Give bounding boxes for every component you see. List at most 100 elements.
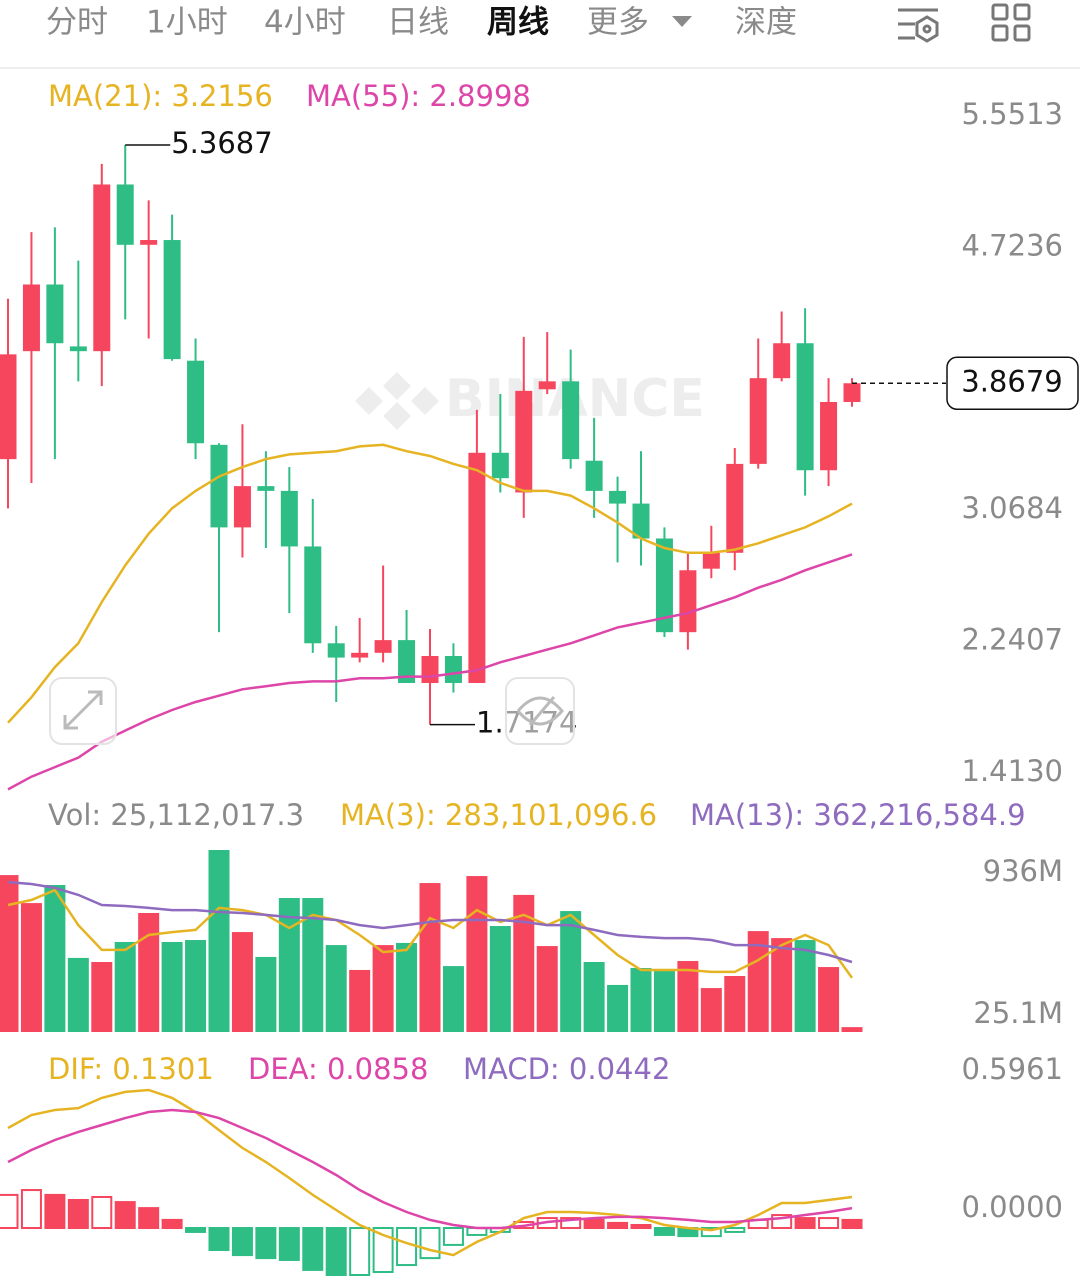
candle-body [140, 240, 158, 245]
macd-bar [231, 1227, 253, 1257]
tab-bar: 分时 1小时 4小时 日线 周线 更多 深度 [46, 5, 797, 41]
macd-bar [560, 1217, 582, 1230]
macd-bar [325, 1227, 347, 1277]
volume-bar [161, 941, 183, 1032]
volume-bar [653, 969, 675, 1032]
macd-bar [583, 1218, 605, 1230]
macd-bar [700, 1227, 722, 1238]
candle-body [820, 401, 838, 471]
macd-bar [630, 1224, 652, 1230]
legend-item: DIF: 0.1301 [48, 1052, 214, 1086]
volume-bar [607, 984, 629, 1032]
tab[interactable]: 周线 [487, 5, 549, 41]
volume-bar [91, 962, 113, 1032]
volume-bar [231, 932, 253, 1032]
legend-item: DEA: 0.0858 [248, 1052, 428, 1086]
volume-bar [396, 942, 418, 1032]
volume-bar [489, 926, 511, 1032]
candle-body [562, 381, 580, 460]
candle-body [444, 655, 462, 683]
eye-off-icon [516, 696, 564, 726]
candle-body [351, 652, 369, 658]
volume-bar [325, 945, 347, 1032]
macd-bar [161, 1218, 183, 1230]
candle-body [163, 240, 181, 360]
y-tick-label: 936M [983, 854, 1063, 888]
macd-bar [372, 1227, 394, 1273]
volume-bar [583, 962, 605, 1032]
legend-item: MA(13): 362,216,584.9 [690, 798, 1026, 832]
volume-bar [560, 911, 582, 1032]
layout-icon[interactable] [991, 3, 1031, 42]
volume-bar [724, 976, 746, 1032]
macd-bar [138, 1207, 160, 1230]
y-tick-label: 4.7236 [962, 228, 1063, 262]
legend-item: MA(55): 2.8998 [306, 79, 531, 113]
y-tick-label: 25.1M [973, 996, 1063, 1030]
volume-bar [278, 898, 300, 1032]
candle-body [655, 538, 673, 633]
macd-bar [91, 1195, 113, 1230]
candle-body [280, 490, 298, 547]
candle-body [22, 284, 40, 352]
candle-body [374, 640, 392, 653]
macd-bar [419, 1227, 441, 1260]
last-price-label: 3.8679 [961, 364, 1062, 398]
candle-body [679, 570, 697, 633]
volume-bar [794, 940, 816, 1032]
tab[interactable]: 4小时 [264, 5, 346, 41]
candle-body [116, 184, 134, 245]
candle-body [632, 503, 650, 539]
macd-bar [607, 1221, 629, 1230]
tab[interactable]: 更多 [587, 5, 649, 41]
volume-bar [372, 945, 394, 1032]
volume-bar [114, 941, 136, 1032]
volume-bar [818, 967, 840, 1032]
volume-bar [208, 850, 230, 1032]
volume-bar [44, 885, 66, 1032]
tab[interactable]: 日线 [387, 5, 449, 41]
macd-bar [396, 1227, 418, 1267]
candle-body [0, 354, 17, 460]
volume-bar [20, 903, 42, 1032]
macd-bar [349, 1227, 371, 1277]
macd-bar [442, 1227, 464, 1246]
candle-body [491, 452, 509, 479]
y-tick-label: 0.0000 [962, 1190, 1063, 1224]
volume-bar [536, 946, 558, 1032]
candle-body [749, 378, 767, 464]
volume-bar [771, 938, 793, 1032]
volume-bar [513, 894, 535, 1032]
tab[interactable]: 分时 [46, 5, 108, 41]
candle-body [398, 640, 416, 683]
macd-bar [302, 1227, 324, 1271]
candle-body [585, 460, 603, 491]
candle-body [210, 444, 228, 528]
macd-bar [653, 1227, 675, 1236]
ma-line [7, 1088, 853, 1257]
macd-bar [841, 1218, 863, 1230]
ma-line [7, 880, 853, 964]
candle-body [421, 655, 439, 683]
tab[interactable]: 深度 [735, 5, 797, 41]
macd-bar [44, 1193, 66, 1230]
volume-bar [841, 1027, 863, 1032]
volume-bar [185, 940, 207, 1032]
macd-bar [185, 1227, 207, 1233]
tab[interactable]: 1小时 [146, 5, 228, 41]
macd-bar [208, 1227, 230, 1252]
candle-body [257, 486, 275, 491]
y-tick-label: 3.0684 [962, 491, 1063, 525]
macd-bar [67, 1199, 89, 1230]
candle-body [468, 452, 486, 683]
settings-icon[interactable] [898, 8, 939, 43]
legend-item: MA(3): 283,101,096.6 [340, 798, 657, 832]
macd-bar [255, 1227, 277, 1260]
hide-button[interactable] [505, 677, 575, 745]
volume-bar [677, 961, 699, 1032]
macd-bar [278, 1227, 300, 1261]
volume-bar [419, 883, 441, 1032]
volume-bar [255, 956, 277, 1032]
ma-line [7, 443, 853, 724]
